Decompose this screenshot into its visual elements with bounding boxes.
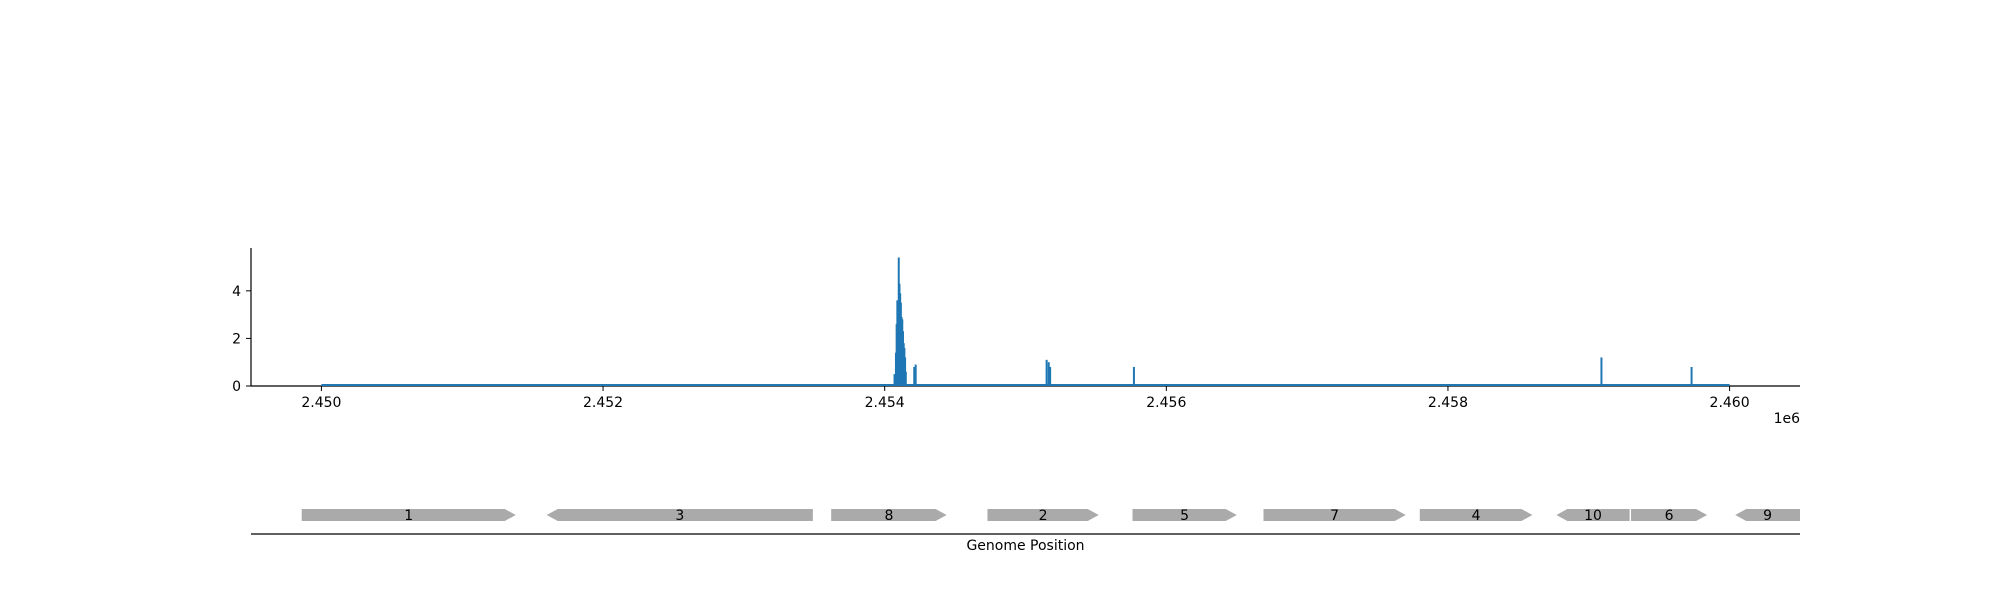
gene-label: 7 [1330,508,1339,524]
x-ticks: 2.450 2.452 2.454 2.456 2.458 2.460 [301,386,1750,411]
x-tick-label: 2.450 [301,395,341,411]
gene-label: 10 [1584,508,1602,524]
gene-label: 9 [1763,508,1772,524]
gene-label: 2 [1039,508,1048,524]
y-tick-label: 2 [232,331,241,347]
coverage-axes [250,248,1800,387]
gene-arrow [1419,509,1533,521]
gene-map-xlabel: Genome Position [966,538,1084,554]
x-tick-label: 2.456 [1146,395,1186,411]
gene-arrow [1132,509,1237,521]
gene-arrow [1735,509,1800,521]
y-tick-label: 4 [232,284,241,300]
gene-arrow [1263,509,1406,521]
x-tick-label: 2.460 [1710,395,1750,411]
gene-label: 1 [404,508,413,524]
x-tick-label: 2.454 [865,395,905,411]
x-offset-label: 1e6 [1774,411,1801,427]
gene-arrow [1556,509,1630,521]
y-tick-label: 0 [232,379,241,395]
gene-label: 4 [1472,508,1481,524]
coverage-peaks [893,257,1693,386]
gene-arrow [546,509,813,521]
y-ticks: 0 2 4 [232,284,251,395]
gene-label: 5 [1180,508,1189,524]
x-tick-label: 2.452 [583,395,623,411]
gene-arrow [1631,509,1708,521]
gene-label: 6 [1665,508,1674,524]
gene-arrow [301,509,516,521]
x-tick-label: 2.458 [1428,395,1468,411]
gene-label: 8 [884,508,893,524]
gene-arrow [987,509,1099,521]
gene-label: 3 [675,508,684,524]
gene-map: 1 3 8 2 5 7 4 10 6 9 [301,508,1800,524]
gene-arrow [831,509,947,521]
